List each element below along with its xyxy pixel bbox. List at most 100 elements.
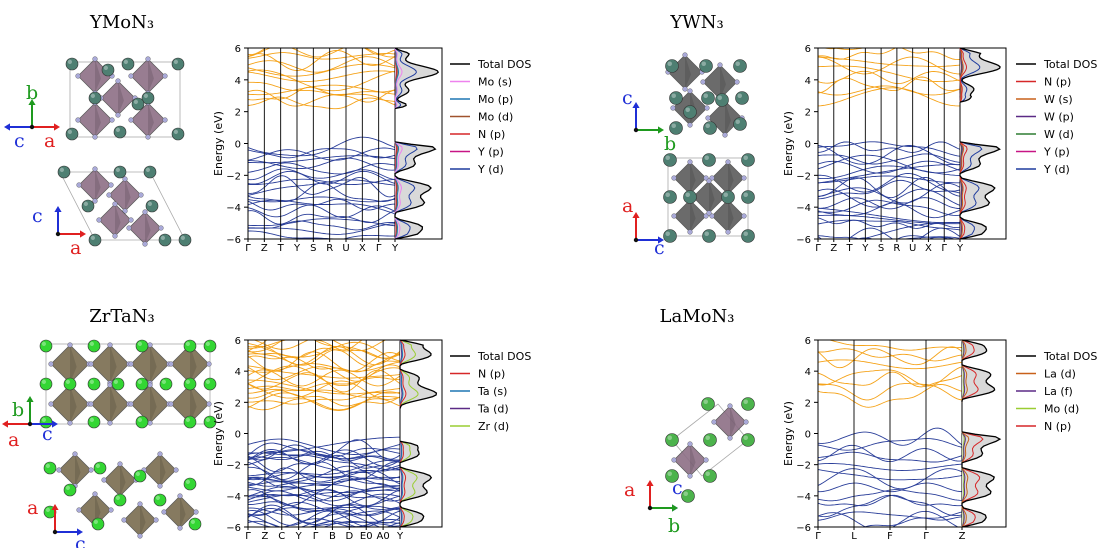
axis-origin xyxy=(52,529,58,535)
dos-projected-line xyxy=(399,441,404,528)
legend-entry: N (p) xyxy=(478,128,505,141)
atom-highlight xyxy=(743,155,748,161)
ytick-label: −6 xyxy=(226,523,241,534)
octahedron-shade xyxy=(110,385,117,423)
valence-band xyxy=(248,168,395,181)
atom-highlight xyxy=(190,519,195,525)
ytick-label: 2 xyxy=(805,108,811,119)
dos-total-line xyxy=(959,141,1001,240)
kpoint-label: X xyxy=(925,243,932,254)
nitrogen-atom xyxy=(48,401,54,407)
lanthanum-atom xyxy=(665,433,679,447)
octahedron-shade xyxy=(690,444,696,476)
zirconium-atom xyxy=(203,415,217,429)
atom-highlight xyxy=(137,417,142,422)
dos-projected-line xyxy=(399,441,403,528)
ytick-label: 2 xyxy=(805,398,811,409)
conduction-band xyxy=(818,48,897,60)
valence-band xyxy=(248,504,400,524)
atom-highlight xyxy=(667,435,672,440)
conduction-band xyxy=(248,364,400,382)
nitrogen-atom xyxy=(743,419,749,425)
dos-projected-line xyxy=(399,440,407,528)
conduction-band xyxy=(248,340,288,349)
atom-highlight xyxy=(161,379,166,384)
atom-highlight xyxy=(735,61,740,66)
valence-band xyxy=(818,154,960,174)
axis-origin xyxy=(633,237,639,243)
conduction-band xyxy=(248,40,395,47)
zirconium-atom xyxy=(135,377,149,391)
dos-projected-line xyxy=(399,339,404,409)
valence-band xyxy=(859,222,960,239)
valence-band xyxy=(248,456,400,474)
atom-highlight xyxy=(113,379,118,384)
nitrogen-atom xyxy=(682,86,688,92)
nitrogen-atom xyxy=(193,509,199,515)
legend-entry: W (p) xyxy=(1044,111,1074,124)
nitrogen-atom xyxy=(153,517,159,523)
kpoint-label: R xyxy=(893,243,900,254)
yttrium-atom xyxy=(733,59,747,73)
axis-letter-b: b xyxy=(664,133,676,155)
valence-band xyxy=(248,198,395,211)
nitrogen-atom xyxy=(682,52,688,58)
axis-letter-c: c xyxy=(42,423,53,445)
kpoint-label: Y xyxy=(396,531,404,542)
dos-fill-conduction xyxy=(960,48,1001,103)
ytick-label: 6 xyxy=(805,44,811,55)
yttrium-atom xyxy=(699,59,713,73)
valence-band xyxy=(818,207,960,224)
valence-band xyxy=(818,199,960,216)
dos-total-line xyxy=(961,339,996,403)
legend-entry: Total DOS xyxy=(1043,58,1097,71)
valence-band xyxy=(248,157,395,171)
atom-highlight xyxy=(95,463,100,468)
conduction-band xyxy=(248,48,395,56)
atom-highlight xyxy=(173,59,178,64)
nitrogen-atom xyxy=(142,241,148,247)
valence-band xyxy=(248,489,400,507)
yttrium-atom xyxy=(65,127,79,141)
nitrogen-atom xyxy=(161,509,167,515)
axis-letter-b: b xyxy=(26,82,38,104)
legend-entry: Total DOS xyxy=(1043,350,1097,363)
atom-highlight xyxy=(137,341,142,346)
conduction-band xyxy=(248,347,400,359)
nitrogen-atom xyxy=(137,501,143,507)
nitrogen-atom xyxy=(138,192,144,198)
nitrogen-atom xyxy=(108,507,114,513)
nitrogen-atom xyxy=(727,403,733,409)
ytick-label: 0 xyxy=(235,140,241,151)
yttrium-atom xyxy=(145,199,159,213)
ytick-label: 0 xyxy=(235,430,241,441)
dos-projected-line xyxy=(959,47,968,103)
valence-band xyxy=(818,219,960,231)
ytick-label: 0 xyxy=(805,430,811,441)
kpoint-label: Y xyxy=(293,243,301,254)
kpoint-label: A0 xyxy=(377,531,390,542)
kpoint-label: L xyxy=(851,531,857,542)
legend-entry: Ta (d) xyxy=(477,403,509,416)
octahedron-shade xyxy=(190,385,197,423)
atom-highlight xyxy=(723,192,728,198)
octahedron-shade xyxy=(95,59,101,93)
legend-entry: Y (p) xyxy=(477,146,504,159)
nitrogen-atom xyxy=(145,134,151,140)
valence-band xyxy=(248,136,395,157)
conduction-band xyxy=(248,84,395,96)
atom-highlight xyxy=(115,495,120,500)
nitrogen-atom xyxy=(128,117,134,123)
valence-band xyxy=(248,501,400,516)
valence-band xyxy=(248,520,400,527)
conduction-band xyxy=(895,340,912,341)
axis-letter-c: c xyxy=(654,237,665,259)
valence-band xyxy=(248,242,395,247)
legend-entry: Y (d) xyxy=(477,163,504,176)
atom-highlight xyxy=(685,107,690,112)
structure-LaMoN3: a cb xyxy=(624,397,755,537)
arrowhead xyxy=(658,236,664,244)
conduction-band xyxy=(818,87,960,107)
yttrium-atom xyxy=(57,165,71,179)
